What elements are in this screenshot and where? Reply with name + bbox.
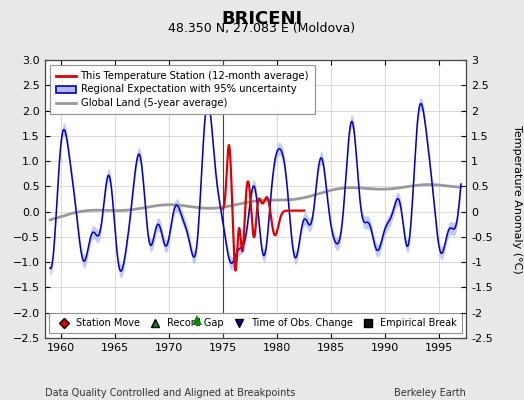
Text: BRICENI: BRICENI — [222, 10, 302, 28]
Text: Berkeley Earth: Berkeley Earth — [395, 388, 466, 398]
Text: Data Quality Controlled and Aligned at Breakpoints: Data Quality Controlled and Aligned at B… — [45, 388, 295, 398]
Y-axis label: Temperature Anomaly (°C): Temperature Anomaly (°C) — [512, 125, 522, 273]
Text: 48.350 N, 27.083 E (Moldova): 48.350 N, 27.083 E (Moldova) — [168, 22, 356, 35]
Legend: Station Move, Record Gap, Time of Obs. Change, Empirical Break: Station Move, Record Gap, Time of Obs. C… — [49, 314, 462, 333]
